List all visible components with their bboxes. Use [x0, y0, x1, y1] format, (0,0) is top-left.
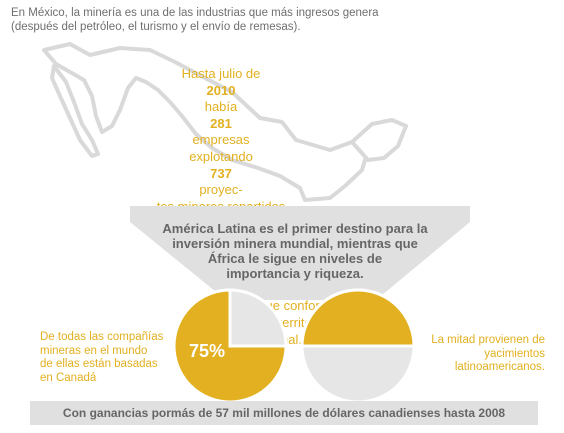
left-pie-label: De todas las compañías mineras en el mun…	[40, 331, 164, 384]
funnel-shape	[130, 206, 470, 300]
left-pie-percent: 75%	[188, 341, 226, 361]
intro-line-1: En México, la minería es una de las indu…	[11, 7, 379, 19]
mexico-map-outline	[42, 42, 370, 202]
right-pie-slice	[300, 288, 416, 348]
left-pie-slice	[172, 288, 288, 404]
yucatan-outline	[350, 118, 408, 162]
stats-line-1: Hasta julio de 2010	[181, 66, 261, 98]
funnel-text: América Latina es el primer destino para…	[162, 221, 428, 281]
intro-text: En México, la minería es una de las indu…	[11, 6, 556, 34]
stats-line-2: había 281 empresas	[192, 99, 250, 148]
bottom-banner: Con ganancias pormás de 57 mil millones …	[30, 401, 538, 425]
stats-line-3: explotando 737 proyec-	[189, 148, 253, 198]
baja-california-outline	[50, 64, 100, 158]
intro-line-2: (después del petróleo, el turismo y el e…	[11, 21, 301, 33]
right-pie-label: La mitad provienen de yacimientos latino…	[431, 334, 545, 373]
